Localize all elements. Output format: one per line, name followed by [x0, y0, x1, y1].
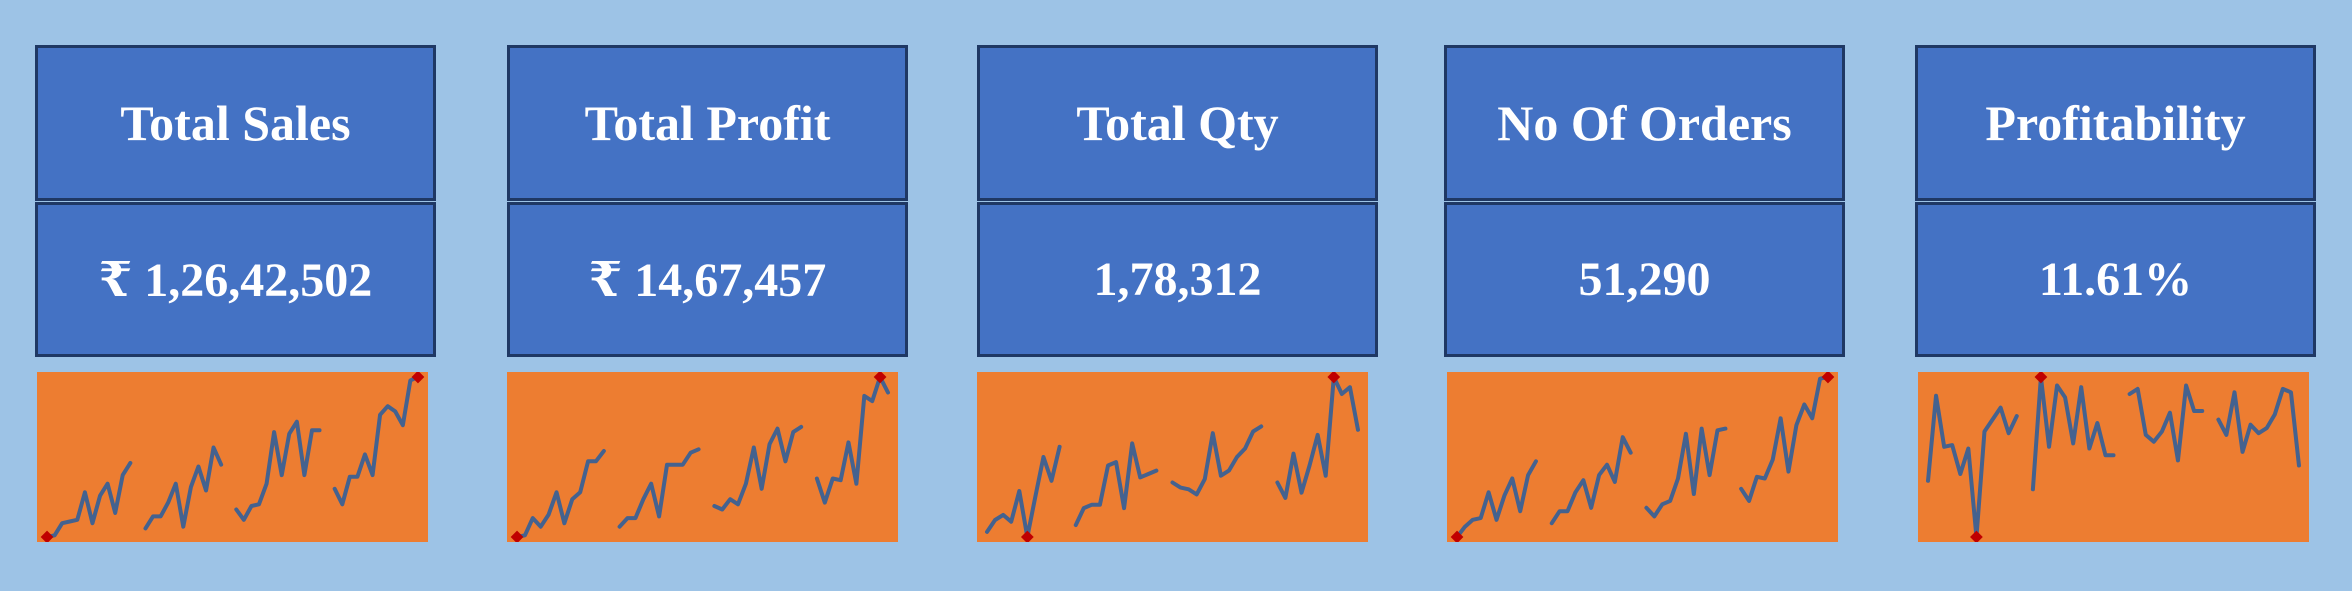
- kpi-value: 1,78,312: [1093, 253, 1262, 306]
- kpi-value-box: 11.61%: [1915, 202, 2316, 357]
- kpi-title-box: Total Qty: [977, 45, 1378, 201]
- kpi-title: No Of Orders: [1497, 95, 1792, 151]
- sparkline-series-segment: [143, 445, 224, 531]
- kpi-value: ₹ 1,26,42,502: [98, 253, 373, 307]
- sparkline-series-segment: [814, 375, 890, 505]
- sparkline-series-segment: [332, 375, 420, 507]
- kpi-value-box: ₹ 14,67,457: [507, 202, 908, 357]
- sparkline-series-segment: [1275, 375, 1360, 500]
- sparkline-high-point-marker: [2034, 372, 2048, 384]
- kpi-title: Total Profit: [584, 95, 831, 151]
- kpi-value-box: ₹ 1,26,42,502: [35, 202, 436, 357]
- kpi-title: Total Qty: [1076, 95, 1279, 151]
- sparkline-low-point-marker: [1020, 530, 1034, 542]
- kpi-title-box: Total Sales: [35, 45, 436, 201]
- sparkline-high-point-marker: [1327, 372, 1341, 384]
- kpi-value-box: 51,290: [1444, 202, 1845, 357]
- kpi-sparkline: [37, 372, 428, 542]
- kpi-sparkline: [1918, 372, 2309, 542]
- sparkline-series-segment: [2216, 386, 2301, 468]
- sparkline-series-segment: [1739, 375, 1830, 503]
- kpi-title-box: Total Profit: [507, 45, 908, 201]
- kpi-value-box: 1,78,312: [977, 202, 1378, 357]
- kpi-title-box: No Of Orders: [1444, 45, 1845, 201]
- sparkline-high-point-marker: [411, 372, 425, 384]
- sparkline-series-segment: [1073, 441, 1159, 528]
- sparkline-series-segment: [1170, 424, 1264, 497]
- sparkline-low-point-marker: [510, 530, 524, 542]
- kpi-value: 51,290: [1578, 253, 1711, 306]
- sparkline-low-point-marker: [40, 530, 54, 542]
- sparkline-series-segment: [617, 447, 701, 529]
- sparkline-series-segment: [712, 424, 804, 512]
- kpi-sparkline: [507, 372, 898, 542]
- sparkline-series-segment: [2127, 383, 2205, 463]
- kpi-title: Total Sales: [120, 95, 351, 151]
- sparkline-series-segment: [1549, 435, 1633, 526]
- sparkline-low-point-marker: [1970, 530, 1983, 542]
- kpi-value: 11.61%: [2038, 253, 2193, 306]
- kpi-title-box: Profitability: [1915, 45, 2316, 201]
- sparkline-series-segment: [45, 461, 133, 539]
- sparkline-high-point-marker: [1821, 372, 1835, 384]
- sparkline-series-segment: [515, 449, 606, 539]
- sparkline-series-segment: [1644, 426, 1728, 519]
- sparkline-series-segment: [234, 419, 322, 522]
- kpi-value: ₹ 14,67,457: [588, 253, 827, 307]
- kpi-sparkline: [1447, 372, 1838, 542]
- sparkline-series-segment: [985, 444, 1062, 539]
- sparkline-series-segment: [1455, 459, 1538, 539]
- kpi-title: Profitability: [1985, 95, 2246, 151]
- sparkline-series-segment: [2030, 375, 2116, 492]
- kpi-sparkline: [977, 372, 1368, 542]
- sparkline-series-segment: [1926, 393, 2019, 539]
